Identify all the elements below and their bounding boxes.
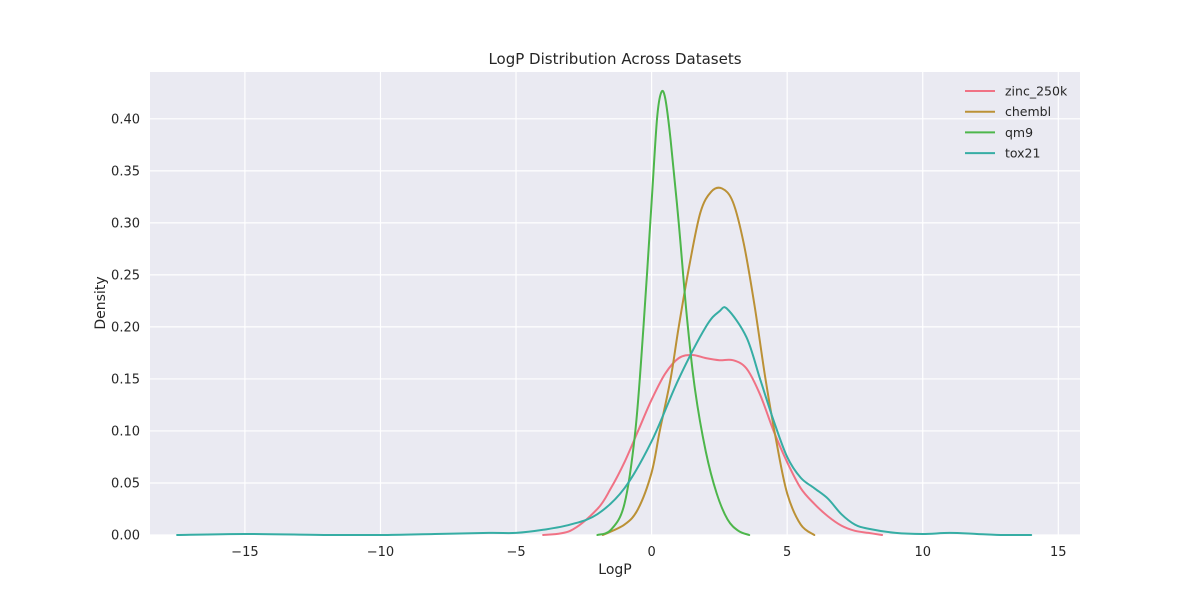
x-tick-label: 0 bbox=[647, 545, 655, 560]
y-tick-label: 0.40 bbox=[111, 112, 140, 127]
series-line-chembl bbox=[601, 186, 816, 536]
y-tick-label: 0.20 bbox=[111, 320, 140, 335]
series-line-qm9 bbox=[596, 89, 751, 536]
x-tick-label: −10 bbox=[367, 545, 394, 560]
legend-label: tox21 bbox=[1005, 146, 1040, 161]
legend-label: chembl bbox=[1005, 104, 1051, 119]
series-lines bbox=[176, 89, 1033, 536]
y-tick-label: 0.35 bbox=[111, 164, 140, 179]
y-tick-label: 0.15 bbox=[111, 372, 140, 387]
x-tick-label: 10 bbox=[914, 545, 931, 560]
legend-label: qm9 bbox=[1005, 125, 1033, 140]
y-axis-label: Density bbox=[93, 276, 109, 329]
y-tick-label: 0.05 bbox=[111, 476, 140, 491]
y-tick-label: 0.00 bbox=[111, 529, 140, 544]
chart-title: LogP Distribution Across Datasets bbox=[488, 50, 741, 68]
legend-label: zinc_250k bbox=[1005, 84, 1068, 99]
y-tick-label: 0.30 bbox=[111, 216, 140, 231]
x-tick-label: −15 bbox=[231, 545, 258, 560]
series-line-tox21 bbox=[176, 306, 1033, 536]
x-tick-label: 15 bbox=[1050, 545, 1067, 560]
plot-area bbox=[150, 72, 1080, 535]
x-axis-label: LogP bbox=[598, 562, 631, 578]
y-tick-label: 0.25 bbox=[111, 268, 140, 283]
x-tick-label: −5 bbox=[506, 545, 525, 560]
y-tick-label: 0.10 bbox=[111, 424, 140, 439]
x-tick-label: 5 bbox=[783, 545, 791, 560]
tick-labels: −15 −10 −5 0 5 10 15 0.00 0.05 0.10 0.15 0.20 0.25 0.… bbox=[111, 112, 1067, 560]
series-line-zinc-250k bbox=[542, 354, 884, 536]
